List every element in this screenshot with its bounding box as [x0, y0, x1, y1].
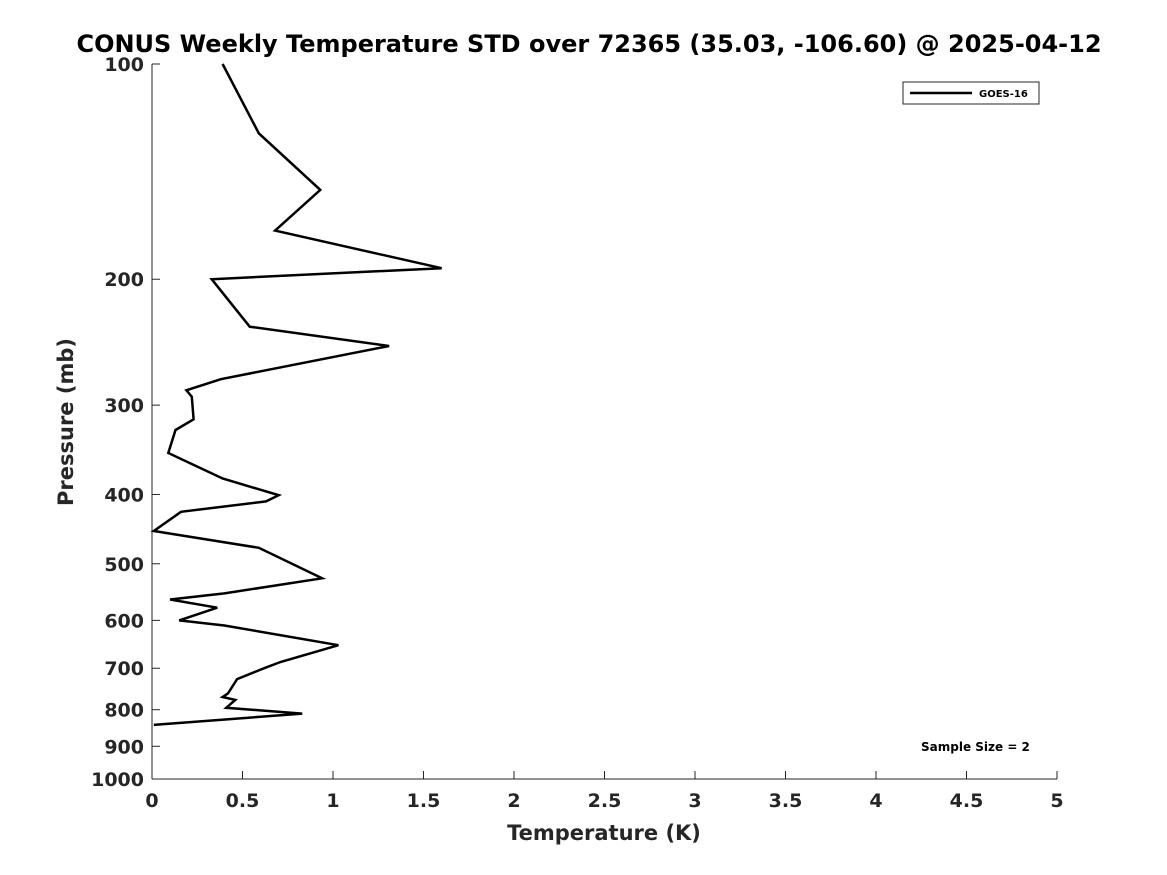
legend-label-goes-16: GOES-16 — [979, 89, 1028, 100]
x-tick-label: 4 — [869, 790, 882, 812]
series-layer — [150, 63, 442, 727]
x-tick-label: 1.5 — [407, 790, 441, 812]
x-tick-label: 3 — [688, 790, 701, 812]
x-tick-label: 2.5 — [588, 790, 622, 812]
y-tick-label: 300 — [104, 395, 144, 417]
plot-area — [151, 64, 1057, 780]
y-tick-label: 200 — [104, 269, 144, 291]
y-tick-label: 100 — [104, 54, 144, 76]
y-tick-label: 500 — [104, 554, 144, 576]
y-tick-label: 1000 — [91, 769, 144, 791]
x-tick-label: 5 — [1050, 790, 1063, 812]
chart-title: CONUS Weekly Temperature STD over 72365 … — [76, 30, 1101, 58]
x-tick-label: 2 — [507, 790, 520, 812]
y-tick-label: 600 — [104, 610, 144, 632]
x-tick-label: 0 — [145, 790, 158, 812]
y-tick-label: 900 — [104, 736, 144, 758]
x-tick-label: 0.5 — [226, 790, 260, 812]
y-tick-label: 800 — [104, 700, 144, 722]
sample-size-annotation: Sample Size = 2 — [921, 740, 1030, 754]
series-line-goes-16 — [150, 63, 442, 727]
y-ticks: 100 200 300 400 500 600 700 800 900 1000 — [91, 54, 160, 791]
x-tick-label: 3.5 — [769, 790, 803, 812]
y-axis-label: Pressure (mb) — [54, 338, 78, 506]
y-tick-label: 400 — [104, 484, 144, 506]
legend: GOES-16 — [902, 81, 1040, 105]
x-ticks: 0 0.5 1 1.5 2 2.5 3 3.5 4 4.5 5 — [145, 771, 1064, 812]
x-tick-label: 4.5 — [950, 790, 984, 812]
x-axis-label: Temperature (K) — [507, 821, 701, 845]
y-tick-label: 700 — [104, 658, 144, 680]
x-tick-label: 1 — [326, 790, 339, 812]
